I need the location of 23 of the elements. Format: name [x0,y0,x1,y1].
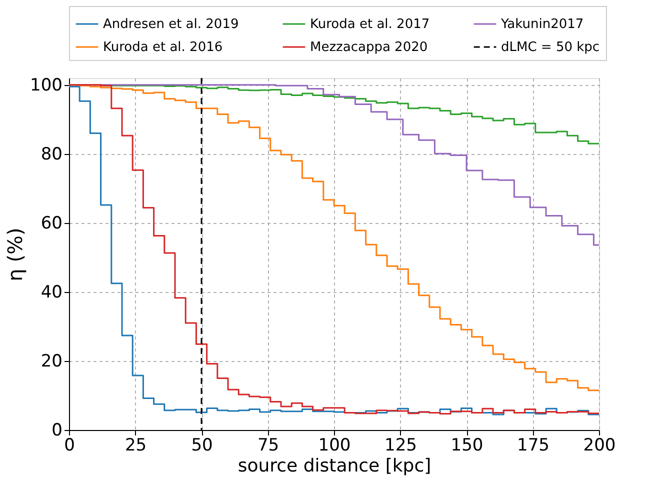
y-tick-label: 80 [40,144,62,164]
x-tick-label: 175 [517,436,550,456]
legend-label: Kuroda et al. 2016 [103,40,223,55]
legend-label: Kuroda et al. 2017 [310,17,430,32]
y-tick-label: 40 [40,282,62,302]
legend-label: Mezzacappa 2020 [310,40,428,55]
x-tick-label: 75 [257,436,280,456]
legend-label: Andresen et al. 2019 [103,17,239,32]
y-tick-label: 60 [40,213,62,234]
x-tick-label: 100 [318,436,351,456]
legend-label: Yakunin2017 [500,17,584,32]
x-tick-label: 200 [583,436,616,456]
y-tick-label: 0 [52,420,62,440]
x-tick-label: 0 [64,436,75,456]
x-axis-title: source distance [kpc] [238,456,432,476]
y-tick-label: 100 [30,75,62,96]
x-tick-label: 50 [191,436,213,456]
legend-label: dLMC = 50 kpc [501,40,600,55]
x-tick-label: 150 [450,436,484,456]
y-tick-label: 20 [40,351,62,372]
x-tick-label: 25 [124,436,147,456]
y-axis-title: η (%) [3,228,28,282]
x-tick-label: 125 [384,436,417,456]
